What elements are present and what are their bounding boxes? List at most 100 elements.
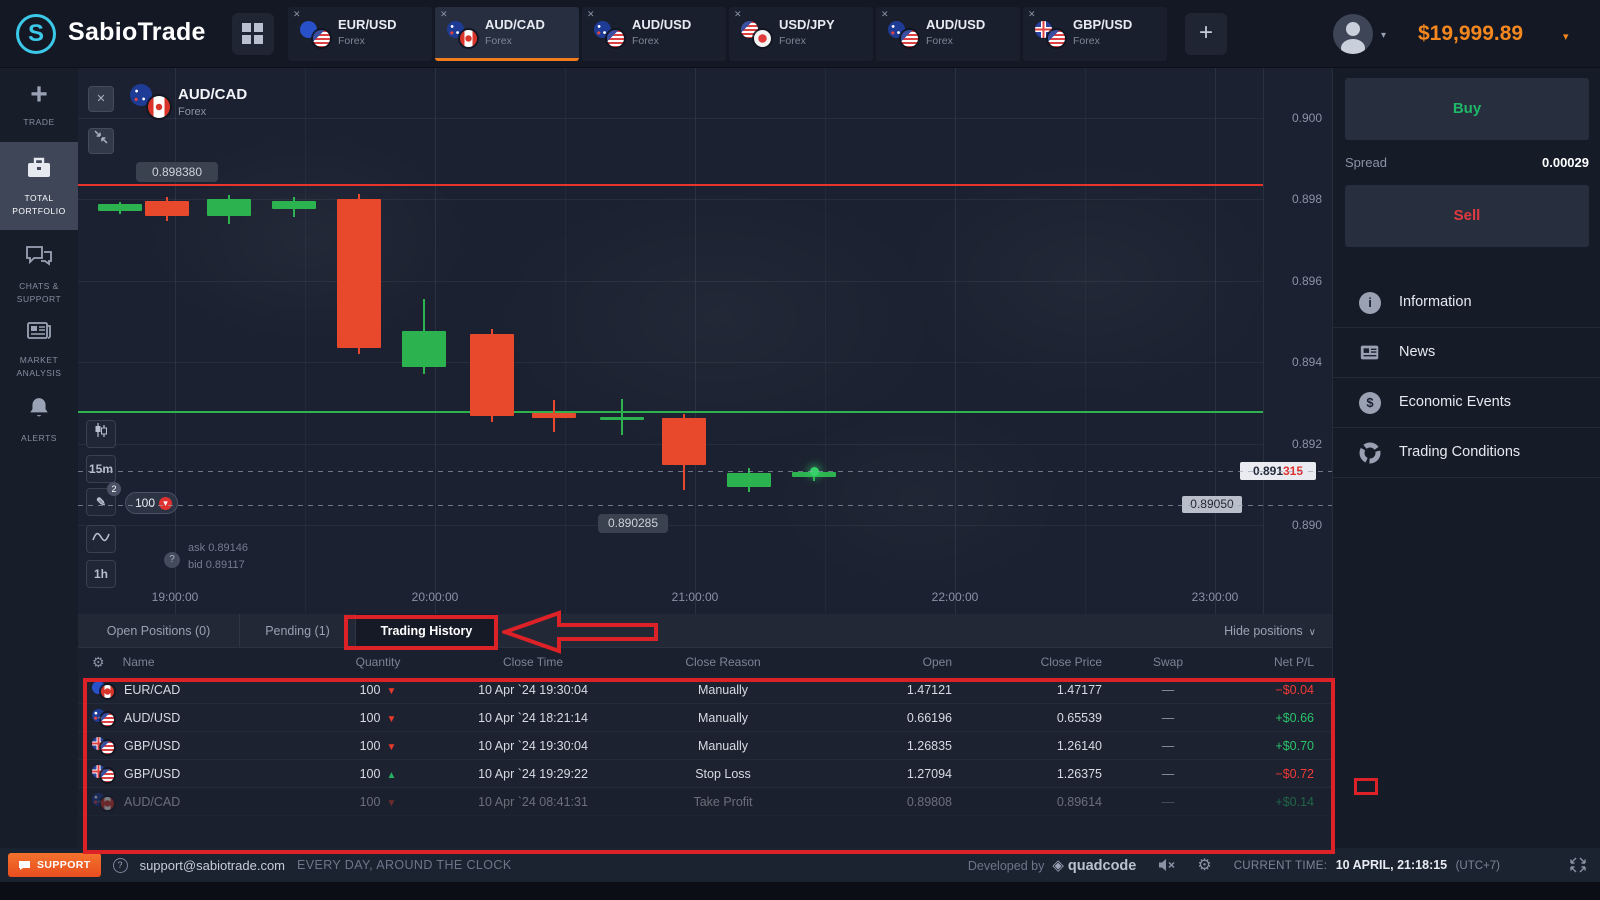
instrument-tab-usd-jpy[interactable]: ✕ USD/JPY Forex bbox=[729, 7, 873, 61]
candle-body[interactable] bbox=[207, 198, 251, 217]
pending-order-marker[interactable]: 100 ▾ bbox=[125, 492, 179, 514]
table-row[interactable]: AUD/CAD 100 ▼ 10 Apr `24 08:41:31 Take Profi… bbox=[78, 788, 1332, 816]
dollar-icon: $ bbox=[1359, 392, 1381, 414]
timeframe-1h-button[interactable]: 1h bbox=[86, 560, 116, 588]
menu-item-news[interactable]: News bbox=[1333, 328, 1600, 378]
developer-credit[interactable]: Developed by ◈ quadcode bbox=[967, 856, 1137, 874]
close-tab-icon[interactable]: ✕ bbox=[881, 9, 889, 19]
tab-market-label: Forex bbox=[1073, 35, 1100, 47]
help-icon[interactable]: ? bbox=[164, 552, 180, 568]
eu-flag-icon bbox=[300, 21, 317, 38]
candle-body[interactable] bbox=[470, 333, 514, 416]
sidebar-item-total-portfolio[interactable]: TOTAL PORTFOLIO bbox=[0, 142, 78, 230]
candle-body[interactable] bbox=[727, 472, 771, 487]
candle-body[interactable] bbox=[532, 413, 576, 419]
pair-name-label: AUD/USD bbox=[124, 710, 181, 725]
gridline-horizontal bbox=[78, 525, 1263, 526]
instrument-tab-aud-cad[interactable]: ✕ AUD/CAD Forex bbox=[435, 7, 579, 61]
collapse-chart-button[interactable] bbox=[88, 128, 114, 154]
balance-chevron-icon[interactable]: ▾ bbox=[1563, 31, 1569, 43]
quantity-value: 100 bbox=[359, 682, 381, 697]
buy-direction-icon: ▲ bbox=[386, 769, 397, 781]
brand-title: SabioTrade bbox=[68, 18, 206, 46]
fullscreen-icon[interactable] bbox=[1570, 857, 1586, 873]
menu-item-information[interactable]: i Information bbox=[1333, 278, 1600, 328]
price-line bbox=[78, 184, 1263, 186]
gridline-horizontal bbox=[78, 199, 1263, 201]
close-chart-button[interactable]: ✕ bbox=[88, 86, 114, 112]
cell-quantity: 100 ▼ bbox=[318, 795, 438, 809]
candle-body[interactable] bbox=[402, 331, 446, 368]
menu-item-economic-events[interactable]: $ Economic Events bbox=[1333, 378, 1600, 428]
candle-body[interactable] bbox=[272, 201, 316, 210]
close-tab-icon[interactable]: ✕ bbox=[587, 9, 595, 19]
sidebar-item-alerts[interactable]: ALERTS bbox=[0, 382, 78, 454]
table-row[interactable]: AUD/USD 100 ▼ 10 Apr `24 18:21:14 Manually 0.… bbox=[78, 704, 1332, 732]
account-balance[interactable]: $19,999.89 bbox=[1418, 22, 1524, 45]
drawing-tools-button[interactable]: ✎ 2 bbox=[86, 482, 121, 516]
close-tab-icon[interactable]: ✕ bbox=[734, 9, 742, 19]
instrument-tab-aud-usd[interactable]: ✕ AUD/USD Forex bbox=[876, 7, 1020, 61]
hide-positions-button[interactable]: Hide positions ∨ bbox=[1224, 624, 1316, 638]
sidebar-item-trade[interactable]: + TRADE bbox=[0, 68, 78, 142]
cell-swap: — bbox=[1161, 766, 1175, 781]
avatar[interactable] bbox=[1333, 14, 1373, 54]
gridline-vertical bbox=[695, 68, 696, 614]
menu-item-trading-conditions[interactable]: Trading Conditions bbox=[1333, 428, 1600, 478]
instrument-tab-gbp-usd[interactable]: ✕ GBP/USD Forex bbox=[1023, 7, 1167, 61]
sell-button[interactable]: Sell bbox=[1345, 185, 1589, 247]
pencil-icon: ✎ bbox=[95, 495, 107, 509]
tab-pending[interactable]: Pending (1) bbox=[240, 614, 356, 647]
chart-type-button[interactable] bbox=[86, 420, 116, 448]
settings-gear-icon[interactable]: ⚙ bbox=[1197, 857, 1212, 874]
cell-close-price: 1.26140 bbox=[1056, 738, 1102, 753]
sound-muted-icon[interactable] bbox=[1158, 858, 1175, 872]
asset-grid-button[interactable] bbox=[232, 13, 274, 55]
support-button[interactable]: SUPPORT bbox=[8, 853, 101, 877]
price-axis[interactable]: 0.900 0.898 0.896 0.894 0.892 0.890 bbox=[1263, 68, 1332, 614]
pending-order-quantity: 100 bbox=[135, 496, 156, 510]
close-tab-icon[interactable]: ✕ bbox=[440, 9, 448, 19]
timeframe-15m-button[interactable]: 15m bbox=[86, 455, 116, 483]
sidebar-item-market-analysis[interactable]: MARKET ANALYSIS bbox=[0, 306, 78, 382]
cell-close-time: 10 Apr `24 19:29:22 bbox=[478, 766, 588, 781]
cell-open-price: 1.27094 bbox=[906, 766, 952, 781]
history-table-body: EUR/CAD 100 ▼ 10 Apr `24 19:30:04 Manually 1.… bbox=[78, 676, 1332, 816]
table-settings-icon[interactable]: ⚙ bbox=[92, 653, 105, 670]
tab-open-positions[interactable]: Open Positions (0) bbox=[78, 614, 240, 647]
cell-net-pl: +$0.66 bbox=[1275, 710, 1314, 725]
sidebar-item-chats-support[interactable]: CHATS & SUPPORT bbox=[0, 230, 78, 306]
candle-body[interactable] bbox=[98, 204, 142, 211]
add-instrument-button[interactable]: + bbox=[1185, 13, 1227, 55]
sabiotrade-logo-icon: S bbox=[16, 14, 56, 54]
ca-flag-icon bbox=[101, 685, 114, 698]
close-tab-icon[interactable]: ✕ bbox=[293, 9, 301, 19]
bid-price: bid 0.89117 bbox=[188, 559, 245, 571]
buy-button[interactable]: Buy bbox=[1345, 78, 1589, 140]
candle-body[interactable] bbox=[337, 199, 381, 348]
sell-direction-icon: ▼ bbox=[386, 685, 397, 697]
candle-body[interactable] bbox=[662, 418, 706, 465]
table-row[interactable]: EUR/CAD 100 ▼ 10 Apr `24 19:30:04 Manually 1.… bbox=[78, 676, 1332, 704]
collapse-icon bbox=[94, 130, 108, 144]
support-email[interactable]: support@sabiotrade.com bbox=[139, 857, 285, 873]
ca-flag-icon bbox=[460, 30, 477, 47]
candle-body[interactable] bbox=[600, 416, 644, 420]
chart-area[interactable]: 0.900 0.898 0.896 0.894 0.892 0.890 19:00:00 2… bbox=[78, 68, 1332, 614]
dashed-price-line bbox=[78, 505, 1332, 506]
instrument-tab-aud-usd[interactable]: ✕ AUD/USD Forex bbox=[582, 7, 726, 61]
table-row[interactable]: GBP/USD 100 ▼ 10 Apr `24 19:30:04 Manually 1.… bbox=[78, 732, 1332, 760]
table-row[interactable]: GBP/USD 100 ▲ 10 Apr `24 19:29:22 Stop Loss 1… bbox=[78, 760, 1332, 788]
close-tab-icon[interactable]: ✕ bbox=[1028, 9, 1036, 19]
sell-direction-icon: ▼ bbox=[386, 797, 397, 809]
avatar-chevron-icon[interactable]: ▾ bbox=[1381, 30, 1387, 41]
instrument-tab-eur-usd[interactable]: ✕ EUR/USD Forex bbox=[288, 7, 432, 61]
candle-body[interactable] bbox=[145, 201, 189, 216]
currency-pair-flags bbox=[92, 709, 114, 726]
help-icon[interactable]: ? bbox=[112, 857, 128, 873]
indicators-button[interactable] bbox=[86, 525, 116, 553]
au-flag-icon bbox=[888, 21, 905, 38]
tab-trading-history[interactable]: Trading History bbox=[356, 614, 498, 647]
upper-line-price-label: 0.898380 bbox=[136, 162, 218, 182]
